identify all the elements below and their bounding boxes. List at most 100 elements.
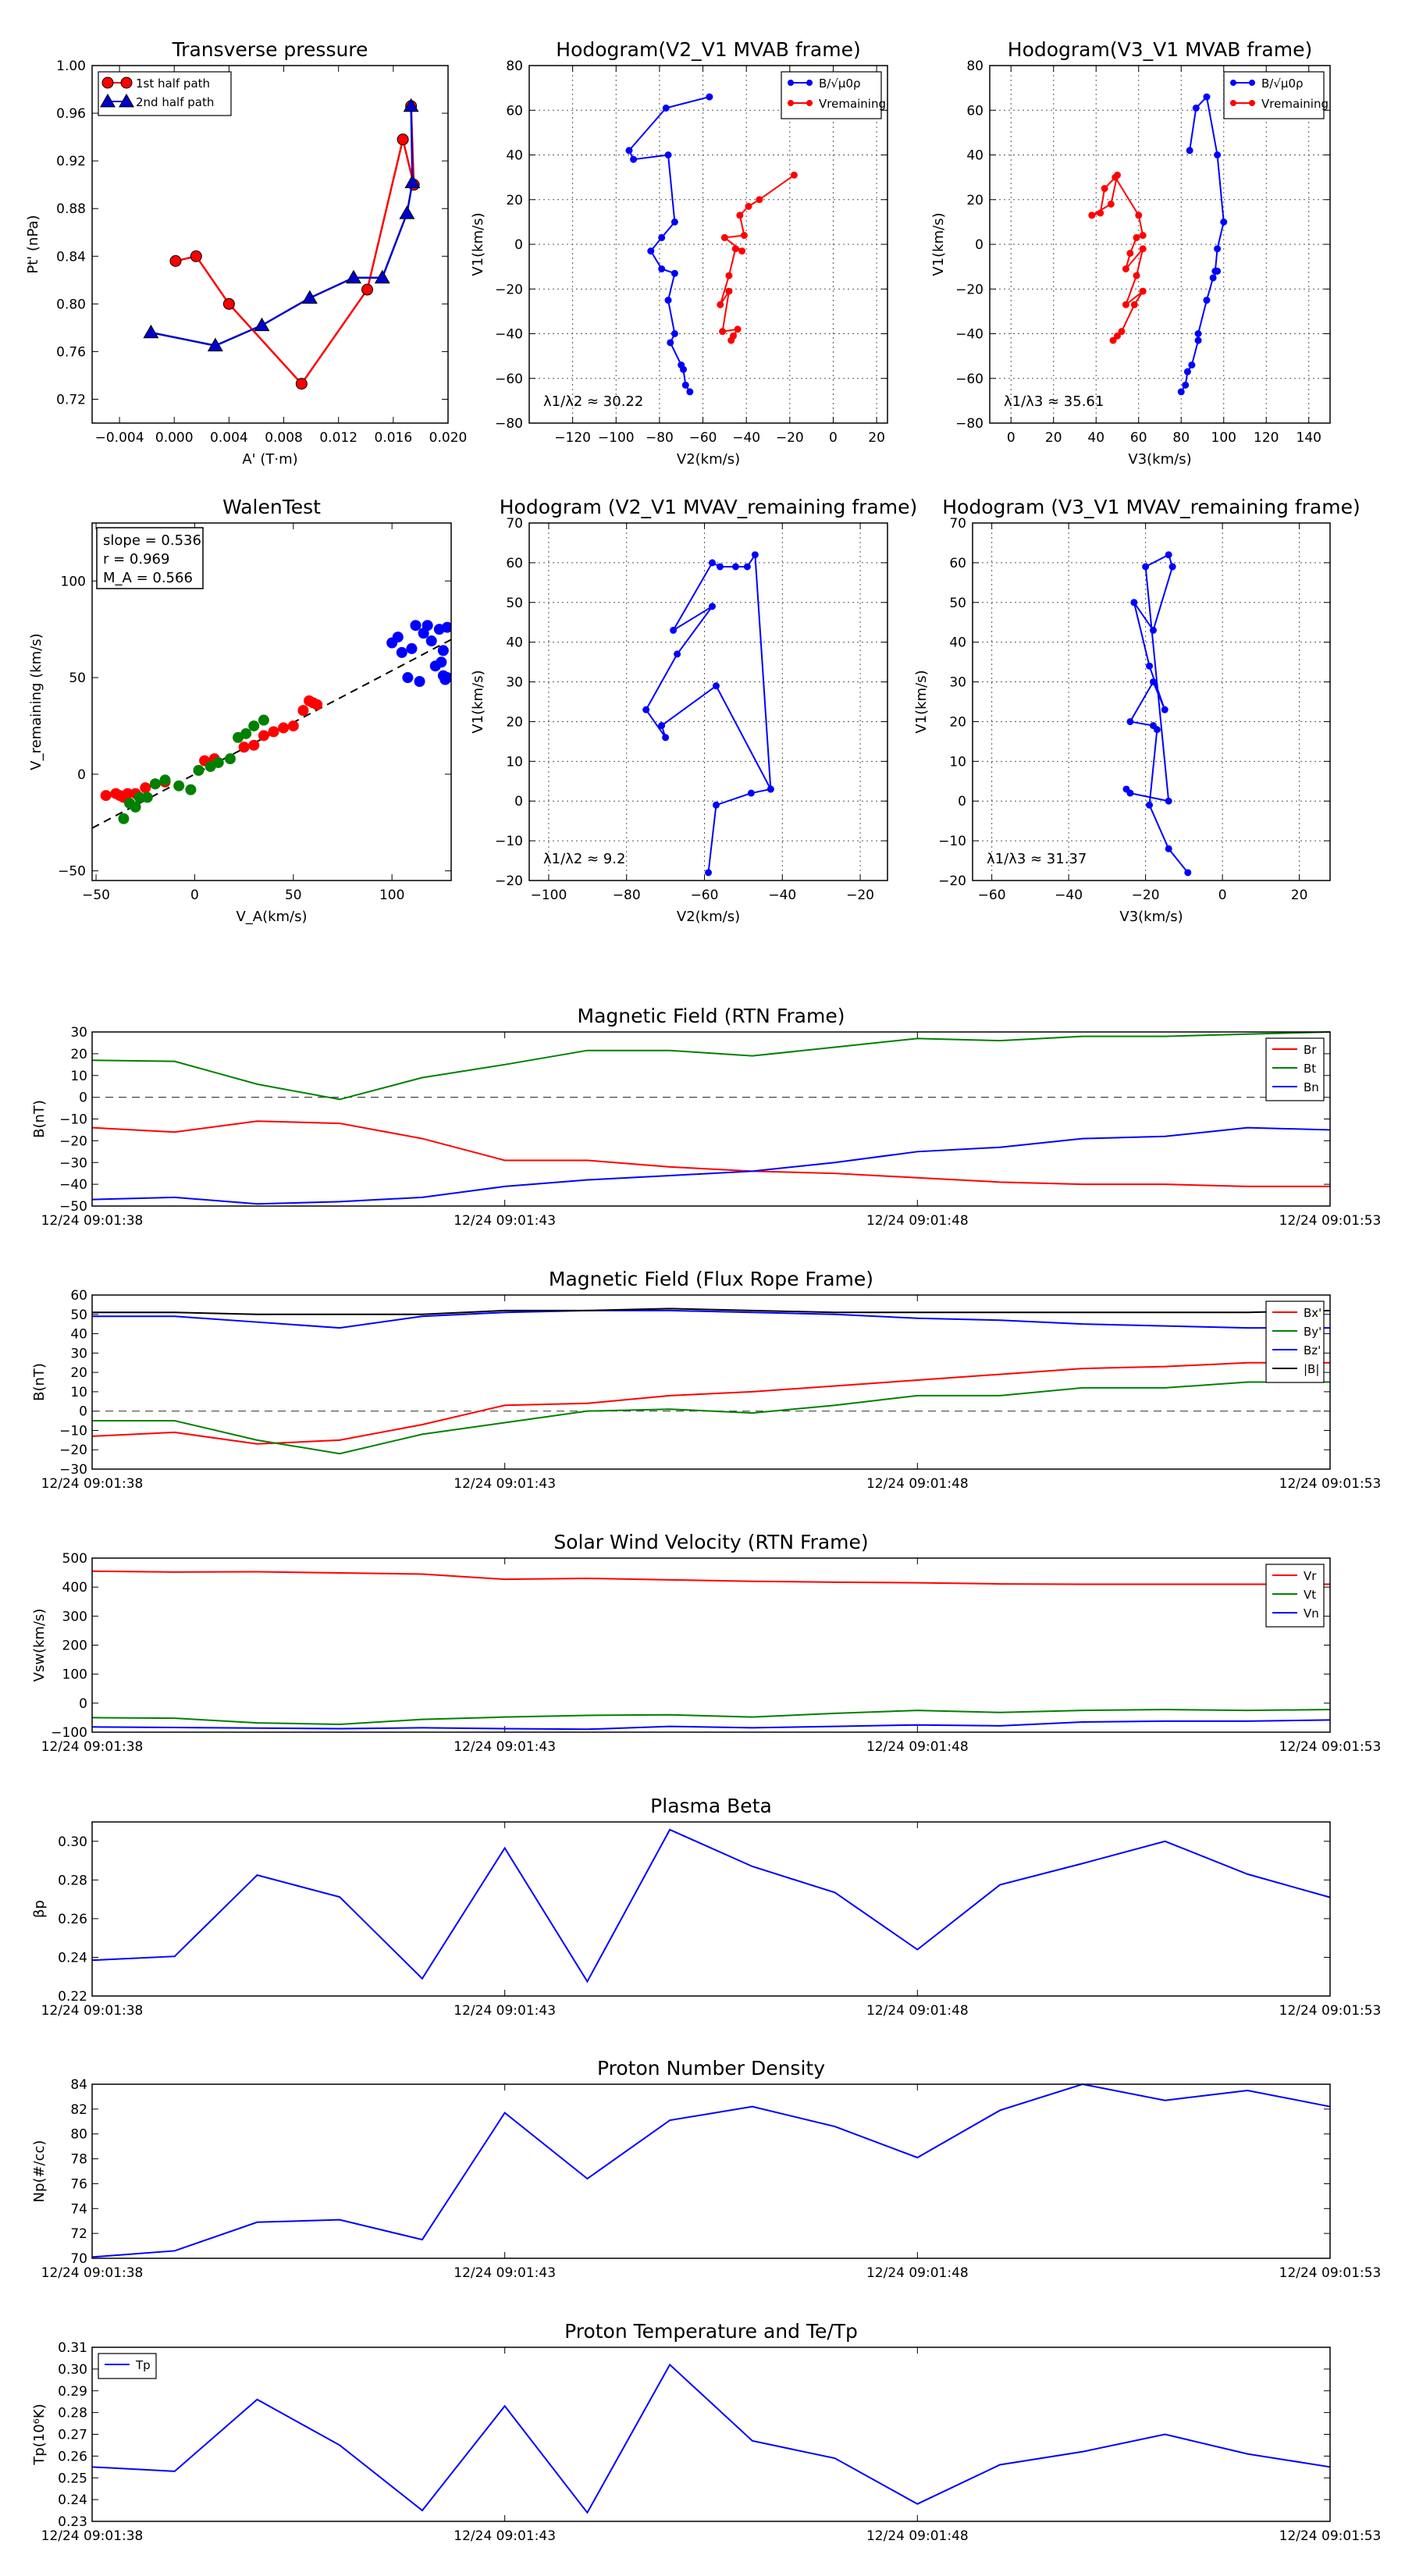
data-point	[725, 272, 733, 279]
data-point	[670, 269, 678, 277]
x-axis-label: A' (T·m)	[242, 451, 297, 468]
series-|B|	[92, 1308, 1331, 1315]
x-tick-label: 12/24 09:01:48	[866, 2265, 969, 2281]
chart-magnetic-field-rtn: −50 −40 −30 −20 −10 0 10 20 30 12/24 09:01:38 12/2…	[31, 1005, 1381, 1229]
y-tick-label: −40	[495, 327, 523, 343]
y-tick-label: 0.28	[58, 1873, 87, 1888]
data-point	[716, 563, 724, 571]
plot-frame	[91, 1821, 1331, 1997]
data-point	[130, 801, 141, 813]
data-point	[1249, 100, 1255, 106]
y-tick-label: 70	[506, 516, 523, 532]
y-tick-label: 0.84	[56, 249, 86, 265]
data-point	[734, 326, 742, 333]
series-b-alfven	[1177, 93, 1228, 396]
fit-stats-box: slope = 0.536 r = 0.969 M_A = 0.566	[96, 527, 204, 589]
data-point	[193, 764, 205, 776]
data-point	[169, 254, 182, 267]
fit-stat: slope = 0.536	[103, 532, 201, 549]
data-point	[101, 76, 114, 89]
data-point	[670, 626, 678, 634]
data-point	[222, 297, 235, 310]
x-tick-label: 0	[1218, 888, 1227, 903]
data-point	[625, 147, 633, 155]
x-tick-label: 12/24 09:01:48	[866, 1476, 969, 1492]
grid	[973, 522, 1330, 881]
legend-box	[1223, 71, 1325, 119]
x-tick-label: 100	[379, 888, 404, 903]
data-point	[712, 801, 720, 809]
x-tick-label: −20	[846, 888, 874, 903]
chart-title: Solar Wind Velocity (RTN Frame)	[553, 1531, 868, 1553]
data-point	[240, 728, 252, 739]
data-point	[686, 388, 694, 396]
legend: Bx' By' Bz' |B|	[1265, 1300, 1325, 1383]
series-line	[628, 96, 710, 393]
ticks: −80 −60 −40 −20 0 20 40 60 80 −120 −100 −80 −60 −40 −2…	[495, 59, 887, 446]
x-tick-label: 12/24 09:01:43	[454, 2003, 556, 2019]
x-tick-label: −80	[613, 888, 641, 903]
data-point	[788, 80, 794, 86]
x-tick-label: −50	[82, 888, 110, 903]
legend-item: Vremaining	[788, 97, 886, 111]
x-tick-label: 12/24 09:01:43	[454, 1739, 556, 1755]
data-point	[1183, 368, 1191, 375]
data-point	[422, 620, 433, 632]
y-tick-label: 0	[958, 794, 966, 809]
legend-label: Vt	[1304, 1588, 1316, 1602]
x-tick-label: 0	[829, 430, 838, 446]
series-red	[100, 695, 323, 803]
x-axis-label: V2(km/s)	[677, 451, 740, 468]
y-tick-label: 10	[70, 1069, 87, 1084]
x-tick-label: 0.016	[375, 430, 413, 446]
y-tick-label: 40	[966, 148, 984, 164]
series-v-remaining	[1088, 171, 1147, 344]
legend-box	[98, 2353, 157, 2379]
data-point	[120, 76, 133, 89]
data-point	[143, 324, 159, 339]
x-tick-label: 12/24 09:01:48	[866, 2528, 969, 2544]
legend-item: |B|	[1272, 1362, 1319, 1376]
chart-hodogram-v3-v1-mvab: −80 −60 −40 −20 0 20 40 60 80 0 20 40 60 80 100 120 140 H…	[930, 38, 1331, 468]
data-point	[441, 672, 451, 684]
y-tick-label: −50	[58, 864, 86, 880]
y-tick-label: 400	[62, 1580, 87, 1596]
x-tick-label: 20	[868, 430, 885, 446]
data-point	[662, 734, 670, 742]
data-point	[278, 722, 290, 734]
y-tick-label: 0	[79, 1404, 87, 1420]
x-tick-label: 12/24 09:01:53	[1279, 2528, 1382, 2544]
data-point	[414, 676, 425, 688]
x-tick-label: −60	[691, 888, 719, 903]
x-tick-label: −120	[554, 430, 591, 446]
legend-label: Vr	[1304, 1569, 1317, 1583]
data-point	[1182, 381, 1190, 389]
y-tick-label: −80	[495, 416, 523, 432]
y-tick-label: 100	[61, 574, 86, 589]
x-tick-label: 12/24 09:01:43	[454, 1213, 556, 1229]
legend: 1st half path 2nd half path	[98, 71, 232, 116]
y-tick-label: 40	[506, 635, 523, 651]
data-point	[1161, 706, 1168, 713]
legend-item: Vt	[1272, 1588, 1316, 1602]
legend-item: Tp	[105, 2358, 151, 2372]
legend-label: |B|	[1304, 1362, 1319, 1376]
y-tick-label: 0.29	[58, 2384, 87, 2400]
series-Np	[91, 2083, 1331, 2258]
y-tick-label: −40	[59, 1177, 87, 1193]
y-axis-label: B(nT)	[31, 1100, 48, 1138]
data-point	[1122, 785, 1130, 793]
x-tick-label: 100	[1211, 430, 1236, 446]
data-point	[736, 212, 744, 219]
legend-item: Br	[1272, 1043, 1317, 1057]
data-point	[1126, 717, 1134, 725]
x-tick-label: −100	[531, 888, 567, 903]
data-point	[410, 620, 422, 632]
legend-label: 1st half path	[136, 76, 210, 91]
data-point	[1214, 245, 1222, 253]
y-tick-label: 0	[79, 1091, 87, 1106]
legend-label: Vn	[1304, 1606, 1319, 1621]
data-point	[396, 646, 407, 658]
x-tick-label: 12/24 09:01:43	[454, 2265, 556, 2281]
